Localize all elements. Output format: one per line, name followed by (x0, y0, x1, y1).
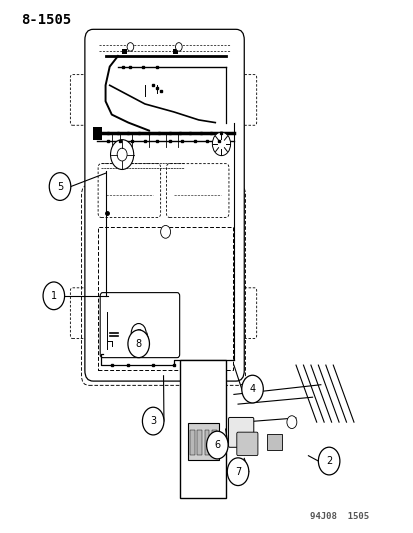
Bar (188, 423, 219, 459)
Bar (211, 430, 216, 455)
FancyBboxPatch shape (236, 432, 257, 456)
Circle shape (128, 330, 149, 358)
Circle shape (160, 225, 170, 238)
Text: 4: 4 (249, 384, 255, 394)
Circle shape (212, 132, 230, 156)
Bar (204, 430, 209, 455)
Text: B: B (136, 329, 141, 337)
FancyBboxPatch shape (85, 29, 244, 381)
Bar (190, 430, 195, 455)
Text: 6: 6 (214, 440, 220, 450)
Text: 3: 3 (150, 416, 156, 426)
Circle shape (142, 407, 164, 435)
Circle shape (241, 375, 263, 403)
Bar (180, 360, 225, 498)
Circle shape (43, 282, 64, 310)
Text: 94J08  1505: 94J08 1505 (309, 512, 368, 521)
Circle shape (117, 148, 127, 161)
Circle shape (318, 447, 339, 475)
Text: 1: 1 (51, 291, 57, 301)
Circle shape (206, 431, 228, 459)
FancyBboxPatch shape (100, 293, 179, 358)
Text: 8: 8 (135, 339, 141, 349)
Bar (122, 49, 127, 54)
Bar (93, 127, 102, 140)
FancyBboxPatch shape (98, 164, 160, 217)
Text: 8-1505: 8-1505 (21, 13, 71, 27)
Text: 5: 5 (57, 182, 63, 191)
Circle shape (127, 43, 133, 51)
Circle shape (175, 43, 182, 51)
FancyBboxPatch shape (228, 417, 253, 447)
FancyBboxPatch shape (166, 164, 228, 217)
Text: 7: 7 (234, 467, 241, 477)
Bar (197, 430, 202, 455)
Circle shape (286, 416, 296, 429)
Bar (98, 227, 232, 370)
Bar (266, 434, 281, 450)
Text: 2: 2 (325, 456, 332, 466)
Circle shape (49, 173, 71, 200)
Circle shape (131, 324, 146, 343)
Bar (173, 49, 178, 54)
Circle shape (227, 458, 248, 486)
Circle shape (110, 140, 133, 169)
